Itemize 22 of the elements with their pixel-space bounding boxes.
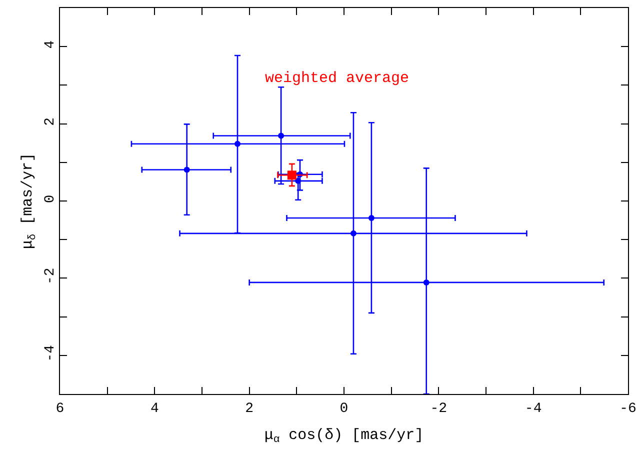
x-tick-label: -6: [620, 400, 636, 417]
x-tick-label: 0: [340, 400, 348, 417]
x-tick-label: -2: [430, 400, 448, 417]
point: [287, 170, 296, 180]
point: [423, 279, 430, 286]
point: [295, 178, 302, 184]
point: [350, 230, 356, 236]
point: [234, 140, 240, 147]
y-tick-label: -4: [42, 344, 58, 362]
x-axis-title: μ$_{α}$ cos(δ) [mas/yr]: [264, 426, 424, 446]
x-tick-label: 2: [245, 400, 254, 417]
annotation: weighted average: [265, 70, 410, 87]
x-tick-label: -4: [524, 400, 542, 417]
point: [278, 132, 284, 139]
y-tick-label: -2: [42, 268, 58, 285]
y-tick-label: 0: [42, 194, 58, 204]
x-tick-label: 4: [150, 400, 159, 417]
x-tick-label: 6: [56, 400, 64, 417]
y-tick-label: 4: [42, 40, 58, 49]
point: [184, 166, 190, 173]
point: [368, 214, 374, 221]
y-tick-label: 2: [42, 117, 58, 126]
